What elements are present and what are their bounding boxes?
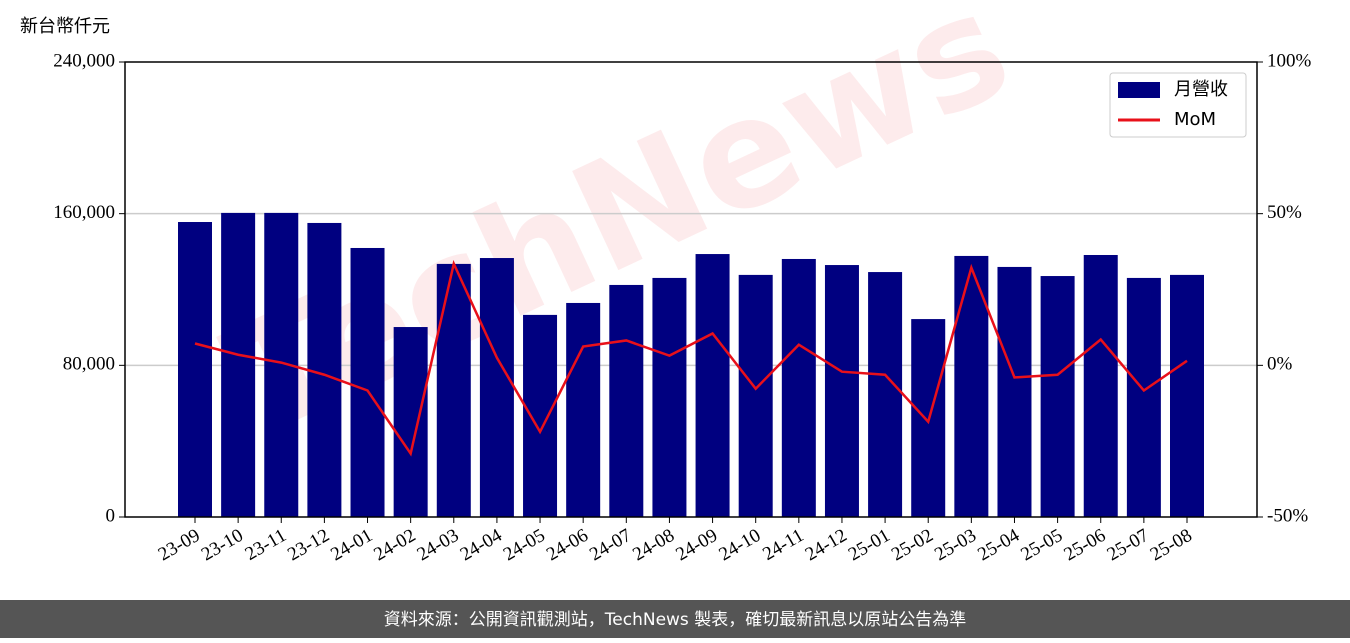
x-tick-label: 24-01: [327, 525, 376, 565]
x-tick-label: 23-11: [242, 525, 290, 565]
y2-tick-label: 0%: [1267, 354, 1293, 375]
x-tick-label: 24-03: [414, 525, 463, 565]
line: [194, 259, 1188, 457]
x-tick-label: 25-06: [1061, 525, 1110, 565]
x-tick-label: 23-12: [284, 525, 333, 565]
bar: [609, 284, 644, 517]
x-tick-label: 24-11: [759, 525, 807, 565]
y2-tick-label: 100%: [1267, 50, 1312, 71]
bar: [997, 266, 1032, 517]
y-tick-label: 0: [106, 505, 116, 526]
bar: [1126, 277, 1161, 517]
bar: [824, 265, 859, 517]
legend-swatch: [1118, 82, 1160, 98]
x-tick-label: 24-05: [500, 525, 549, 565]
y-tick-label: 240,000: [53, 50, 115, 71]
x-tick-label: 25-03: [931, 525, 980, 565]
x-tick-label: 23-09: [155, 525, 204, 565]
bar: [652, 277, 687, 517]
x-tick-label: 24-06: [543, 525, 592, 565]
x-tick-label: 24-08: [629, 525, 678, 565]
legend-label: 月營收: [1174, 79, 1228, 100]
bar: [307, 222, 342, 518]
bar: [868, 272, 903, 517]
bar: [221, 212, 256, 518]
bar: [1040, 276, 1075, 517]
y-axis-label: 新台幣仟元: [20, 16, 110, 37]
x-tick-label: 25-02: [888, 525, 937, 565]
x-tick-label: 25-04: [974, 525, 1023, 566]
bar: [436, 263, 471, 517]
x-tick-label: 24-10: [715, 525, 764, 565]
x-tick-label: 24-12: [802, 525, 851, 565]
bar: [523, 314, 558, 517]
x-tick-label: 25-08: [1147, 525, 1196, 565]
x-tick-label: 24-07: [586, 525, 635, 565]
bar: [781, 258, 816, 517]
y2-tick-label: -50%: [1267, 505, 1308, 526]
x-tick-label: 25-07: [1104, 525, 1153, 565]
y-tick-label: 160,000: [53, 202, 115, 223]
x-tick-label: 25-05: [1017, 525, 1066, 565]
y2-tick-label: 50%: [1267, 202, 1302, 223]
bar: [738, 274, 773, 517]
plot-frame: [124, 61, 1258, 518]
bar: [695, 254, 730, 517]
bar: [350, 247, 385, 517]
footer-text: 資料來源：公開資訊觀測站，TechNews 製表，確切最新訊息以原站公告為準: [384, 610, 966, 630]
bar: [178, 222, 212, 517]
legend-label: MoM: [1174, 109, 1216, 130]
bar: [1170, 274, 1204, 517]
x-tick-label: 24-02: [370, 525, 419, 565]
x-tick-label: 25-01: [845, 525, 894, 565]
y-tick-label: 80,000: [63, 354, 115, 375]
bar: [566, 302, 601, 517]
x-tick-label: 24-09: [672, 525, 721, 565]
footer-bar: [0, 600, 1350, 638]
bar: [479, 258, 514, 517]
bar: [1083, 254, 1118, 517]
x-tick-label: 23-10: [198, 525, 247, 565]
x-tick-label: 24-04: [457, 525, 506, 566]
bar: [393, 327, 428, 517]
